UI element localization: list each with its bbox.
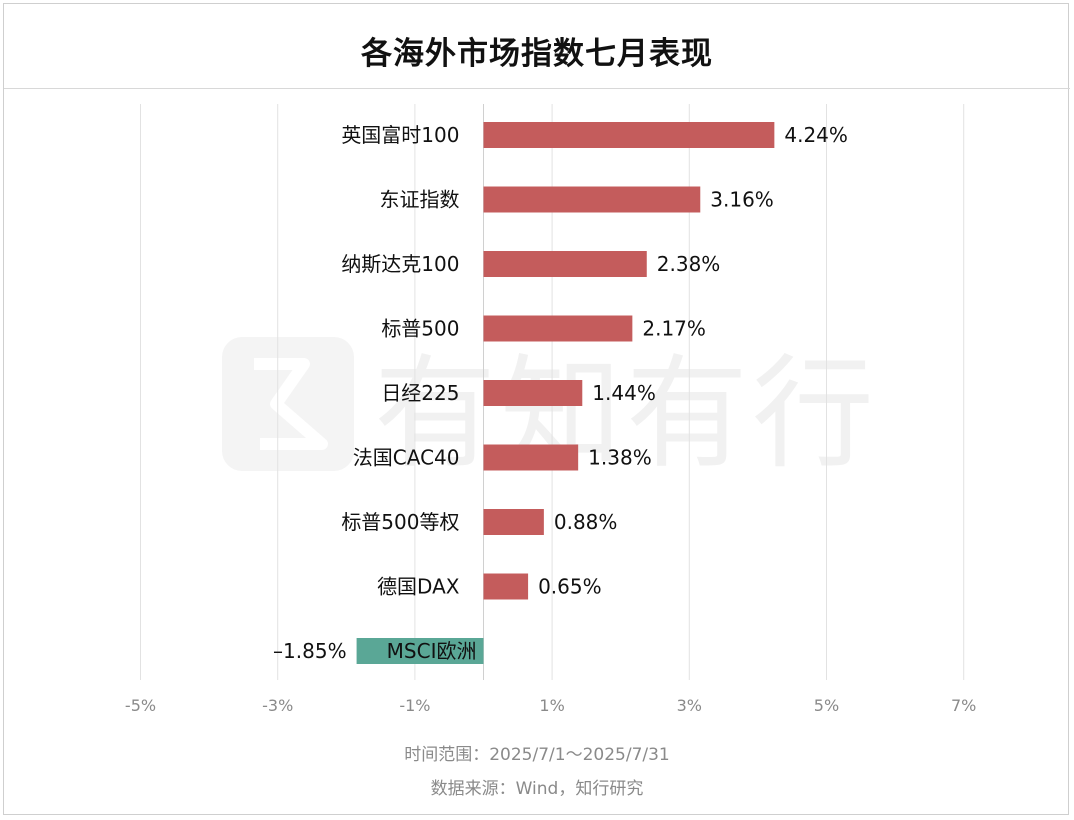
- footer-source: 数据来源：Wind，知行研究: [430, 779, 644, 799]
- value-label: 0.88%: [554, 510, 618, 534]
- watermark-text: 有知有行: [374, 343, 878, 485]
- x-tick-label: -5%: [125, 696, 156, 715]
- category-label: 日经225: [381, 381, 459, 405]
- value-label: 0.65%: [538, 575, 602, 599]
- bars: [356, 122, 775, 664]
- bar: [483, 444, 579, 471]
- bar: [483, 380, 583, 406]
- bar: [483, 509, 544, 535]
- x-tick-label: 1%: [539, 696, 564, 715]
- value-label: 1.44%: [592, 381, 656, 405]
- value-label: 4.24%: [784, 123, 848, 147]
- category-label: 东证指数: [380, 188, 460, 212]
- value-label: 2.38%: [657, 252, 721, 276]
- watermark-logo: [222, 337, 354, 471]
- watermark: 有知有行: [222, 337, 878, 485]
- category-label: 纳斯达克100: [341, 252, 459, 276]
- category-label: MSCI欧洲: [387, 639, 477, 663]
- value-label: 2.17%: [642, 317, 706, 341]
- x-tick-label: 5%: [814, 696, 839, 715]
- bar: [483, 122, 775, 148]
- bar-chart: 有知有行 英国富时100 4.24% 东证指数 3.16% 纳斯达克100 2.38% 标普…: [125, 104, 976, 715]
- x-tick-label: 3%: [677, 696, 702, 715]
- category-label: 英国富时100: [341, 123, 459, 147]
- watermark-logo-mark: [254, 358, 328, 450]
- category-label: 标普500: [381, 317, 459, 341]
- bar: [483, 186, 701, 213]
- category-label: 标普500等权: [341, 510, 459, 534]
- x-axis-ticks: -5% -3% -1% 1% 3% 5% 7%: [125, 696, 976, 715]
- bar: [356, 638, 484, 664]
- x-tick-label: 7%: [951, 696, 976, 715]
- x-tick-label: -1%: [399, 696, 430, 715]
- x-tick-label: -3%: [262, 696, 293, 715]
- labels: 英国富时100 4.24% 东证指数 3.16% 纳斯达克100 2.38% 标普500 2.…: [273, 123, 848, 663]
- value-label: 1.38%: [588, 446, 652, 470]
- bar: [483, 251, 647, 277]
- chart-frame: 各海外市场指数七月表现 有知有行 英国富时100 4.24% 东证指数 3.16% 纳斯…: [3, 3, 1070, 815]
- bar: [483, 315, 633, 342]
- value-label: 3.16%: [710, 188, 774, 212]
- bar: [483, 573, 529, 600]
- chart-title: 各海外市场指数七月表现: [361, 36, 713, 72]
- footer-time-range: 时间范围：2025/7/1～2025/7/31: [404, 745, 670, 765]
- title-divider: [4, 88, 1070, 89]
- value-label: –1.85%: [273, 639, 347, 663]
- category-label: 法国CAC40: [353, 446, 460, 470]
- category-label: 德国DAX: [377, 575, 460, 599]
